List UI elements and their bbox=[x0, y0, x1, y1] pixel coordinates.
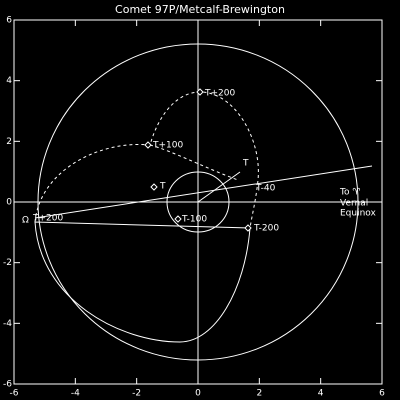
y-tick-label: -4 bbox=[3, 319, 12, 329]
x-tick-label: -6 bbox=[10, 389, 19, 399]
marker bbox=[244, 224, 252, 232]
y-tick-label: 6 bbox=[6, 16, 12, 26]
y-tick-label: -6 bbox=[3, 380, 12, 390]
annotation: T+100 bbox=[152, 141, 183, 151]
y-tick-label: -2 bbox=[3, 258, 12, 268]
annotation: T-200 bbox=[253, 224, 279, 234]
annotation: To ♈ bbox=[339, 188, 361, 198]
marker bbox=[196, 88, 204, 96]
annotation: T+200 bbox=[32, 214, 63, 224]
annotation: T bbox=[242, 159, 249, 169]
annotation: T+200 bbox=[204, 89, 235, 99]
marker bbox=[144, 141, 152, 149]
annotation: Ω bbox=[22, 216, 29, 226]
y-tick-label: 0 bbox=[6, 198, 12, 208]
annotation: T-100 bbox=[181, 215, 207, 225]
x-tick-label: 4 bbox=[318, 389, 324, 399]
annotation: Equinox bbox=[340, 209, 377, 219]
orbit-below-plane bbox=[34, 221, 251, 343]
annotation: Vernal bbox=[340, 199, 368, 209]
x-tick-label: 0 bbox=[195, 389, 201, 399]
markers bbox=[144, 88, 252, 232]
orbit-above-plane bbox=[34, 91, 259, 229]
earth-orbit bbox=[166, 171, 230, 233]
jupiter-orbit bbox=[37, 43, 359, 361]
annotation: T bbox=[159, 182, 166, 192]
x-tick-label: 6 bbox=[379, 389, 385, 399]
marker bbox=[150, 183, 158, 191]
annotation: T-40 bbox=[255, 184, 276, 194]
perihelion-line bbox=[197, 171, 241, 203]
chart-title: Comet 97P/Metcalf-Brewington bbox=[115, 3, 285, 16]
y-tick-label: 4 bbox=[6, 76, 12, 86]
x-tick-label: -2 bbox=[132, 389, 141, 399]
y-tick-label: 2 bbox=[6, 137, 12, 147]
marker bbox=[174, 215, 182, 223]
x-tick-label: -4 bbox=[71, 389, 80, 399]
line-of-nodes bbox=[34, 165, 373, 219]
x-tick-label: 2 bbox=[256, 389, 262, 399]
orbit-arc bbox=[149, 144, 239, 181]
